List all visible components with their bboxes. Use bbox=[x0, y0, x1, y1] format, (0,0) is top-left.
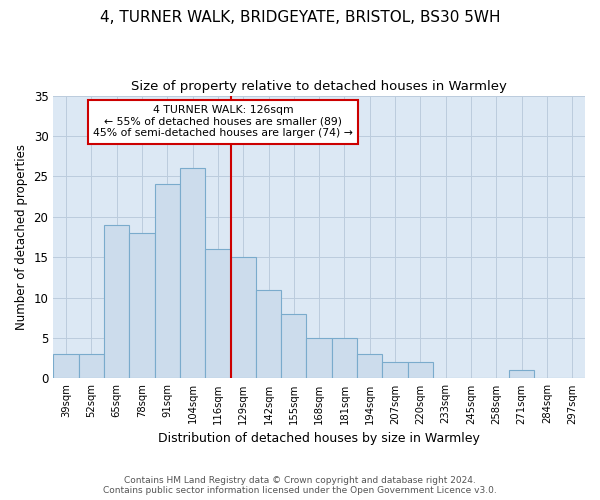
Bar bbox=[357, 354, 382, 378]
Bar bbox=[79, 354, 104, 378]
Bar bbox=[205, 249, 230, 378]
Text: 4 TURNER WALK: 126sqm
← 55% of detached houses are smaller (89)
45% of semi-deta: 4 TURNER WALK: 126sqm ← 55% of detached … bbox=[93, 106, 353, 138]
X-axis label: Distribution of detached houses by size in Warmley: Distribution of detached houses by size … bbox=[158, 432, 480, 445]
Bar bbox=[129, 233, 155, 378]
Bar bbox=[281, 314, 307, 378]
Bar bbox=[180, 168, 205, 378]
Bar bbox=[509, 370, 535, 378]
Bar bbox=[155, 184, 180, 378]
Y-axis label: Number of detached properties: Number of detached properties bbox=[15, 144, 28, 330]
Bar bbox=[104, 225, 129, 378]
Bar bbox=[408, 362, 433, 378]
Bar bbox=[230, 257, 256, 378]
Text: 4, TURNER WALK, BRIDGEYATE, BRISTOL, BS30 5WH: 4, TURNER WALK, BRIDGEYATE, BRISTOL, BS3… bbox=[100, 10, 500, 25]
Bar bbox=[53, 354, 79, 378]
Title: Size of property relative to detached houses in Warmley: Size of property relative to detached ho… bbox=[131, 80, 507, 93]
Bar bbox=[256, 290, 281, 378]
Bar bbox=[332, 338, 357, 378]
Bar bbox=[382, 362, 408, 378]
Bar bbox=[307, 338, 332, 378]
Text: Contains HM Land Registry data © Crown copyright and database right 2024.
Contai: Contains HM Land Registry data © Crown c… bbox=[103, 476, 497, 495]
